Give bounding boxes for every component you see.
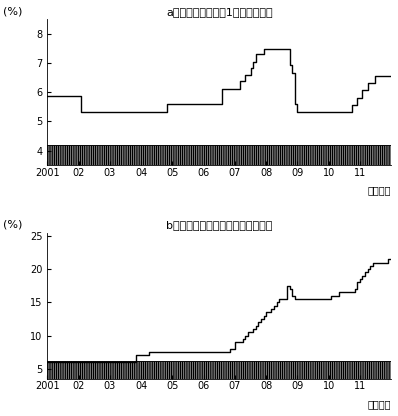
Y-axis label: (%): (%) (4, 6, 23, 16)
Y-axis label: (%): (%) (4, 220, 23, 230)
Title: b）預金準備率（大手銀行）の推移: b）預金準備率（大手銀行）の推移 (166, 220, 273, 230)
Title: a）貸出基準金利（1年物）の推移: a）貸出基準金利（1年物）の推移 (166, 7, 273, 17)
Text: （年月）: （年月） (368, 186, 391, 196)
Text: （年月）: （年月） (368, 399, 391, 409)
